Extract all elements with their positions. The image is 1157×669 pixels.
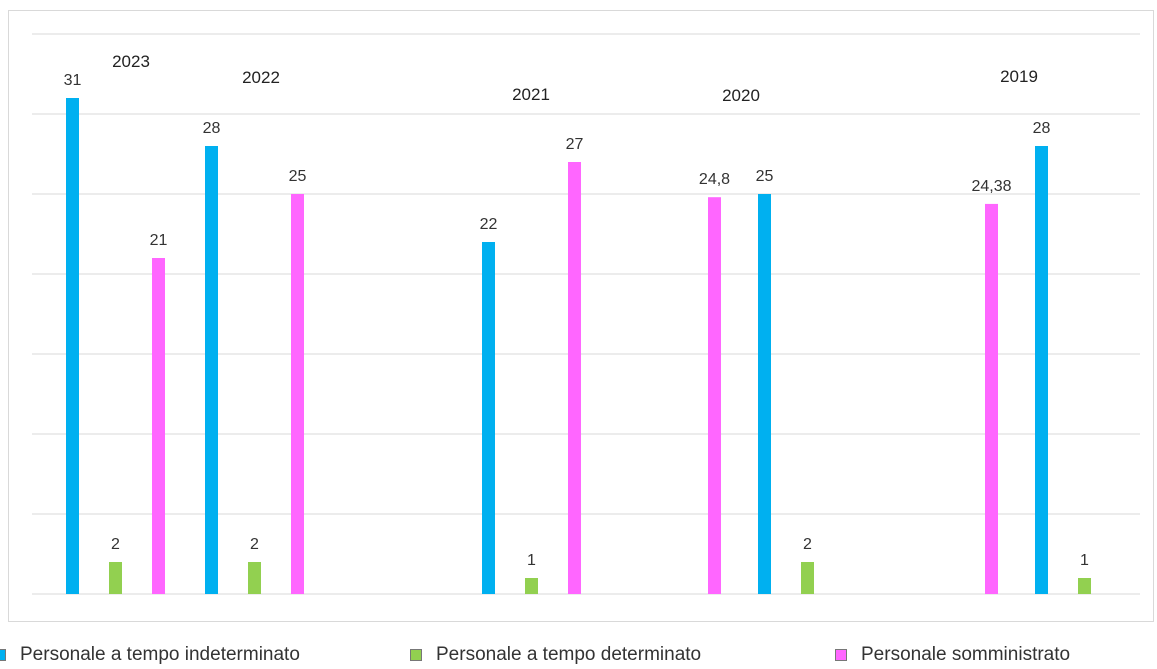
legend-swatch-determinato	[410, 649, 422, 661]
year-label-2020: 2020	[722, 86, 760, 105]
year-label-2023: 2023	[112, 52, 150, 71]
data-label-2020-series-1: 2	[803, 536, 812, 553]
data-label-2023-series-1: 2	[111, 536, 120, 553]
bar-2020-series-0	[758, 194, 771, 594]
data-label-2021-series-1: 1	[527, 552, 536, 569]
data-label-2023-series-2: 21	[150, 232, 168, 249]
legend-swatch-somministrato	[835, 649, 847, 661]
data-label-2022-series-0: 28	[203, 120, 221, 137]
data-label-2019-series-2: 24,38	[971, 178, 1011, 195]
bar-2023-series-2	[152, 258, 165, 594]
bar-2021-series-0	[482, 242, 495, 594]
bar-2020-series-2	[708, 197, 721, 594]
bar-2022-series-1	[248, 562, 261, 594]
data-label-2023-series-0: 31	[64, 72, 82, 89]
bar-2019-series-0	[1035, 146, 1048, 594]
year-label-2021: 2021	[512, 85, 550, 104]
legend: Personale a tempo indeterminato Personal…	[0, 644, 1157, 669]
legend-item-indeterminato: Personale a tempo indeterminato	[0, 644, 300, 666]
legend-label-determinato: Personale a tempo determinato	[436, 644, 702, 665]
legend-label-somministrato: Personale somministrato	[861, 644, 1071, 665]
bar-2020-series-1	[801, 562, 814, 594]
data-label-2019-series-1: 1	[1080, 552, 1089, 569]
legend-item-determinato: Personale a tempo determinato	[410, 644, 701, 666]
chart-frame	[8, 10, 1154, 622]
data-label-2020-series-2: 24,8	[699, 171, 730, 188]
data-label-2019-series-0: 28	[1033, 120, 1051, 137]
data-label-2022-series-2: 25	[289, 168, 307, 185]
bar-2019-series-2	[985, 203, 998, 595]
legend-swatch-indeterminato	[0, 649, 6, 661]
year-label-2022: 2022	[242, 68, 280, 87]
data-label-2022-series-1: 2	[250, 536, 259, 553]
data-label-2020-series-0: 25	[756, 168, 774, 185]
bar-2023-series-0	[66, 98, 79, 594]
bar-2019-series-1	[1078, 578, 1091, 594]
bar-2022-series-2	[291, 194, 304, 594]
bar-2021-series-2	[568, 162, 581, 594]
legend-item-somministrato: Personale somministrato	[835, 644, 1070, 666]
bar-2022-series-0	[205, 146, 218, 594]
bar-2021-series-1	[525, 578, 538, 594]
data-label-2021-series-0: 22	[480, 216, 498, 233]
year-label-2019: 2019	[1000, 67, 1038, 86]
legend-label-indeterminato: Personale a tempo indeterminato	[20, 644, 300, 665]
bar-2023-series-1	[109, 562, 122, 594]
data-label-2021-series-2: 27	[566, 136, 584, 153]
